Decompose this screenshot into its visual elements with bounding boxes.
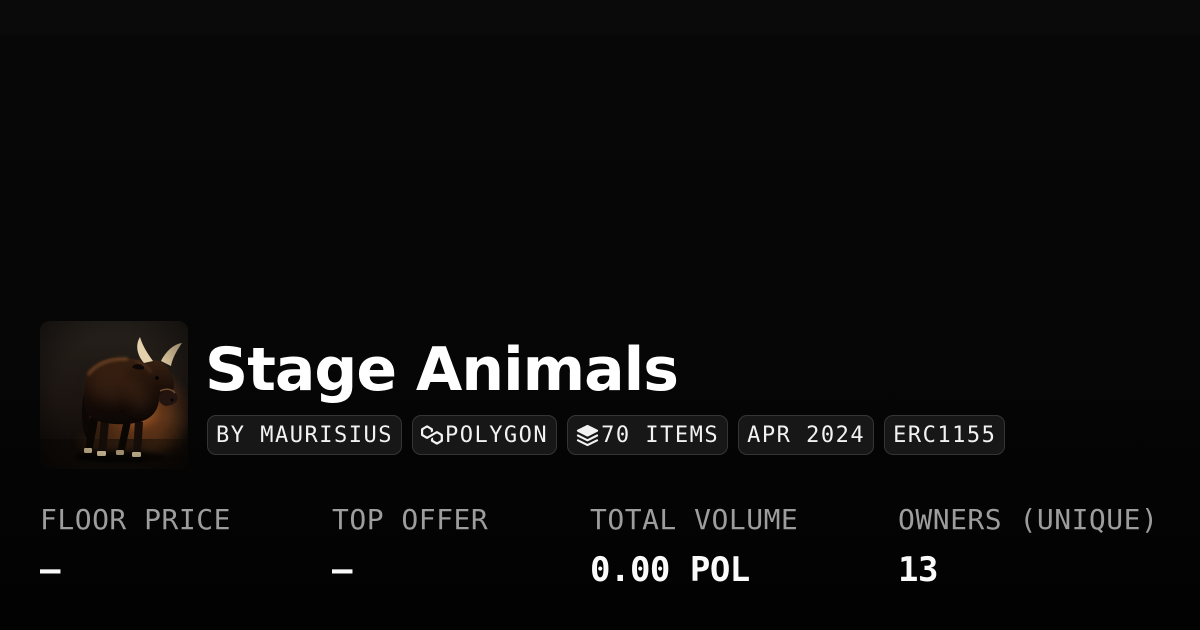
stat-owners: OWNERS (UNIQUE) 13 bbox=[898, 503, 1159, 590]
stat-top-offer-label: TOP OFFER bbox=[332, 503, 489, 536]
stat-top-offer: TOP OFFER — bbox=[332, 503, 489, 590]
stat-floor-price-value: — bbox=[40, 550, 60, 590]
badge-mint-date-label: APR 2024 bbox=[747, 422, 866, 448]
bull-artwork bbox=[40, 321, 188, 469]
badge-row: BY MAURISIUS POLYGON 70 ITEMS APR 2024 bbox=[207, 415, 1006, 455]
badge-chain: POLYGON bbox=[411, 415, 558, 455]
badge-creator: BY MAURISIUS bbox=[207, 415, 402, 455]
stat-owners-label: OWNERS (UNIQUE) bbox=[898, 503, 1159, 536]
stat-total-volume: TOTAL VOLUME 0.00 POL bbox=[590, 503, 799, 590]
badge-creator-label: BY MAURISIUS bbox=[216, 422, 393, 448]
stat-owners-value: 13 bbox=[898, 550, 938, 590]
layers-icon bbox=[576, 424, 599, 447]
collection-thumbnail bbox=[40, 321, 188, 469]
badge-chain-label: POLYGON bbox=[444, 422, 549, 448]
badge-items-label: 70 ITEMS bbox=[601, 422, 720, 448]
stat-total-volume-label: TOTAL VOLUME bbox=[590, 503, 799, 536]
stat-floor-price-label: FLOOR PRICE bbox=[40, 503, 231, 536]
collection-title: Stage Animals bbox=[205, 335, 679, 405]
badge-token-standard: ERC1155 bbox=[884, 415, 1006, 455]
stat-total-volume-value: 0.00 POL bbox=[590, 550, 750, 590]
polygon-icon bbox=[420, 424, 443, 446]
badge-items: 70 ITEMS bbox=[567, 415, 729, 455]
badge-mint-date: APR 2024 bbox=[738, 415, 875, 455]
badge-token-standard-label: ERC1155 bbox=[893, 422, 997, 448]
stat-floor-price: FLOOR PRICE — bbox=[40, 503, 231, 590]
stat-top-offer-value: — bbox=[332, 550, 352, 590]
